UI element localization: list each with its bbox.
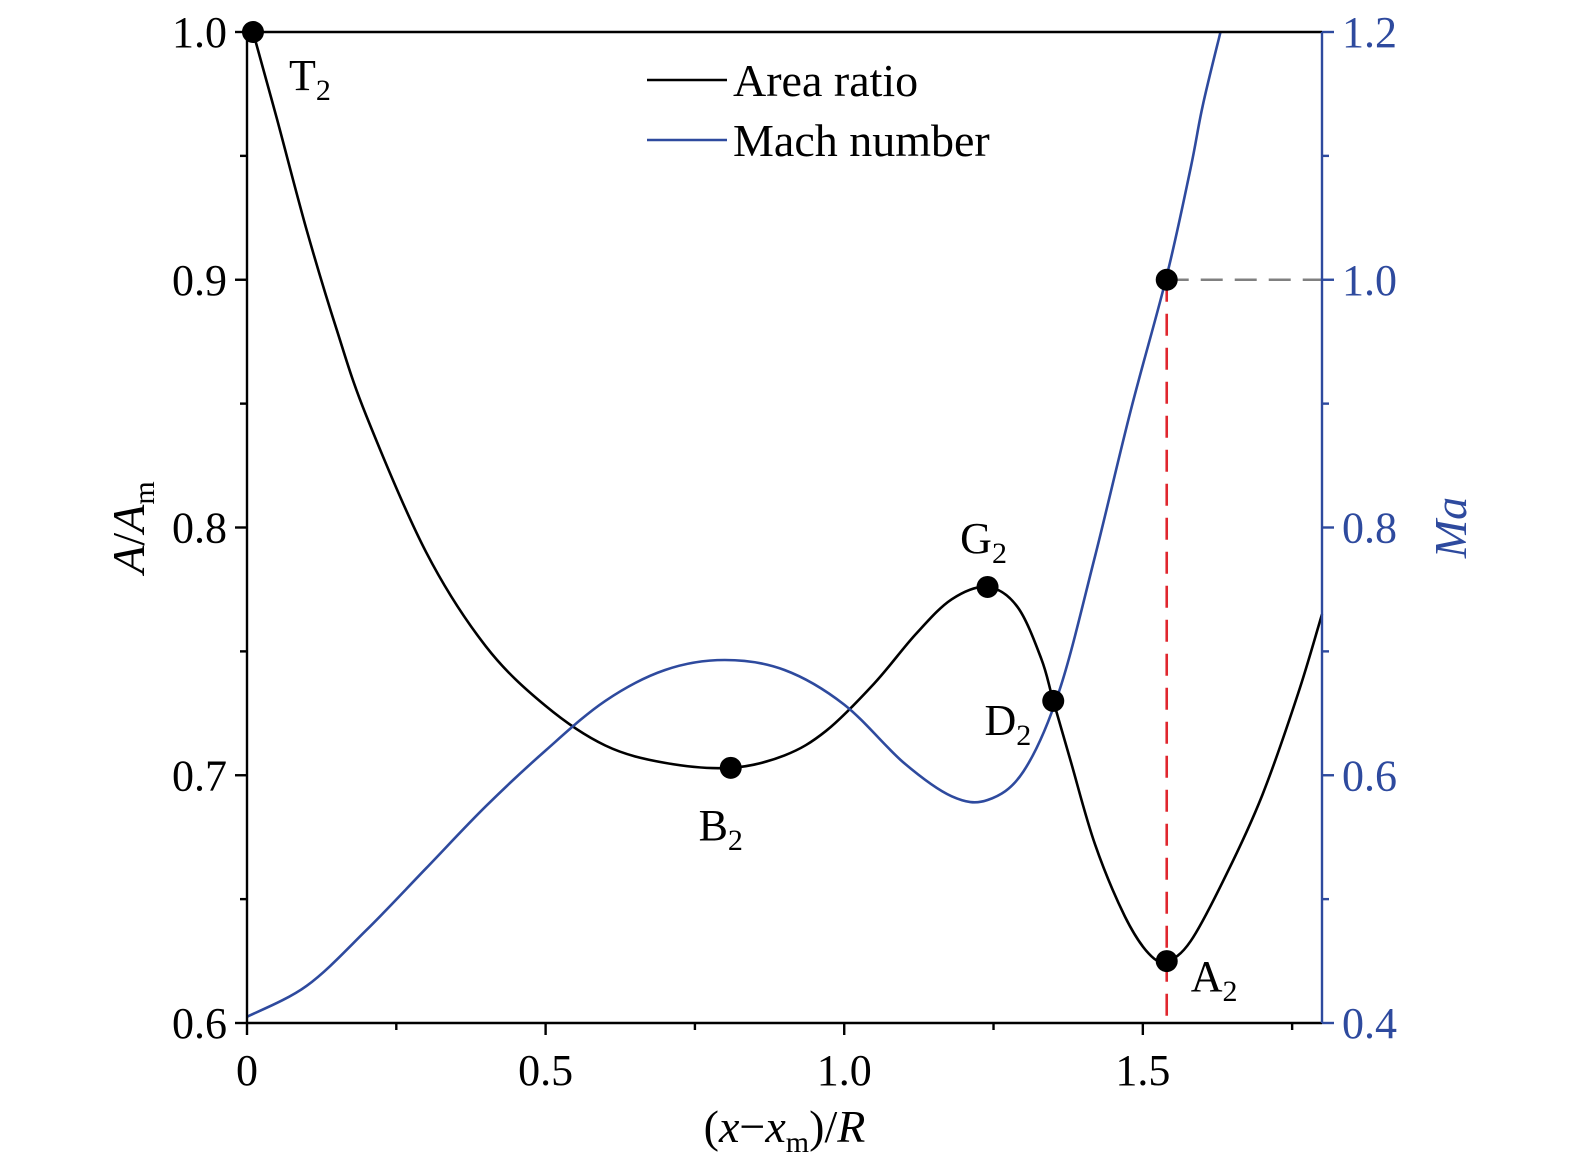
y-left-tick-label: 0.9 bbox=[172, 256, 227, 305]
y-right-tick-label: 0.4 bbox=[1342, 999, 1397, 1048]
point-label: B2 bbox=[699, 801, 743, 857]
y-right-tick-label: 0.8 bbox=[1342, 504, 1397, 553]
point-label: D2 bbox=[984, 696, 1031, 752]
point-marker bbox=[719, 756, 742, 779]
y-left-axis-title: A/Am bbox=[103, 481, 161, 576]
legend: Area ratio Mach number bbox=[647, 55, 990, 166]
y-right-tick-label: 1.0 bbox=[1342, 256, 1397, 305]
area-ratio-line bbox=[251, 31, 1324, 964]
y-left-tick-label: 1.0 bbox=[172, 8, 227, 57]
y-right-tick-label: 0.6 bbox=[1342, 751, 1397, 800]
point-label: G2 bbox=[960, 514, 1007, 570]
y-left-tick-label: 0.6 bbox=[172, 999, 227, 1048]
point-marker bbox=[1042, 689, 1065, 712]
point-label: A2 bbox=[1191, 952, 1238, 1008]
point-marker bbox=[241, 21, 264, 43]
legend-label-area-ratio: Area ratio bbox=[733, 55, 918, 106]
mach-number-line bbox=[246, 31, 1222, 1018]
legend-label-mach-number: Mach number bbox=[733, 115, 990, 166]
y-right-axis-title: Ma bbox=[1425, 497, 1476, 559]
plot-lines bbox=[246, 31, 1324, 1018]
x-tick-label: 1.5 bbox=[1115, 1046, 1170, 1095]
y-left-tick-label: 0.7 bbox=[172, 751, 227, 800]
point-label: T2 bbox=[289, 51, 331, 107]
x-tick-label: 0.5 bbox=[518, 1046, 573, 1095]
labels: T2 B2 G2 D2 A2 bbox=[289, 51, 1238, 1008]
sonic-point-marker bbox=[1155, 268, 1178, 291]
x-tick-label: 1.0 bbox=[817, 1046, 872, 1095]
point-marker bbox=[1155, 950, 1178, 973]
point-marker bbox=[976, 575, 999, 598]
axes: 0 0.5 1.0 1.5 0.6 0.7 0.8 0.9 1.0 0.4 0.6 0.8 1.0 1.2… bbox=[103, 8, 1476, 1159]
x-tick-label: 0 bbox=[236, 1046, 258, 1095]
guides bbox=[1165, 278, 1322, 1021]
x-axis-title: (x−xm)/R bbox=[704, 1101, 866, 1159]
y-right-tick-label: 1.2 bbox=[1342, 8, 1397, 57]
markers bbox=[241, 21, 1178, 973]
y-left-tick-label: 0.8 bbox=[172, 504, 227, 553]
